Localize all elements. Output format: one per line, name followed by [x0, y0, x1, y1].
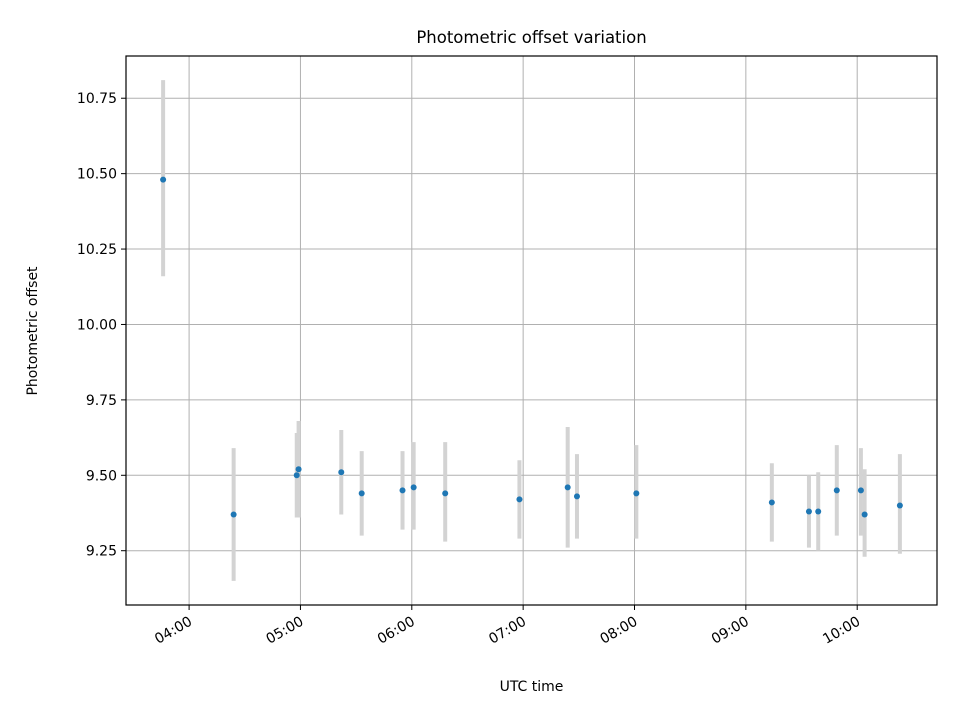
data-point [295, 466, 302, 473]
data-point [861, 511, 868, 518]
data-point [564, 484, 571, 491]
data-point [230, 511, 237, 518]
y-tick-label: 10.50 [77, 167, 117, 183]
data-point [815, 508, 822, 515]
y-axis-label: Photometric offset [25, 266, 41, 396]
data-point [410, 484, 417, 491]
data-point [160, 176, 167, 183]
y-tick-label: 9.75 [86, 393, 117, 409]
plot-frame [125, 55, 938, 606]
data-points [160, 176, 903, 518]
data-point [573, 493, 580, 500]
y-tick-label: 10.00 [77, 317, 117, 333]
y-tick-label: 10.25 [77, 242, 117, 258]
data-point [768, 499, 775, 506]
data-point [338, 469, 345, 476]
data-point [516, 496, 523, 503]
grid [126, 56, 937, 605]
data-point [293, 472, 300, 479]
data-point [442, 490, 449, 497]
chart-title: Photometric offset variation [416, 28, 646, 47]
data-point [896, 502, 903, 509]
data-point [633, 490, 640, 497]
x-axis-label: UTC time [500, 679, 564, 695]
data-point [805, 508, 812, 515]
y-tick-label: 10.75 [77, 91, 117, 107]
data-point [358, 490, 365, 497]
data-point [833, 487, 840, 494]
y-tick-label: 9.50 [86, 468, 117, 484]
data-point [399, 487, 406, 494]
y-tick-label: 9.25 [86, 544, 117, 560]
data-point [857, 487, 864, 494]
